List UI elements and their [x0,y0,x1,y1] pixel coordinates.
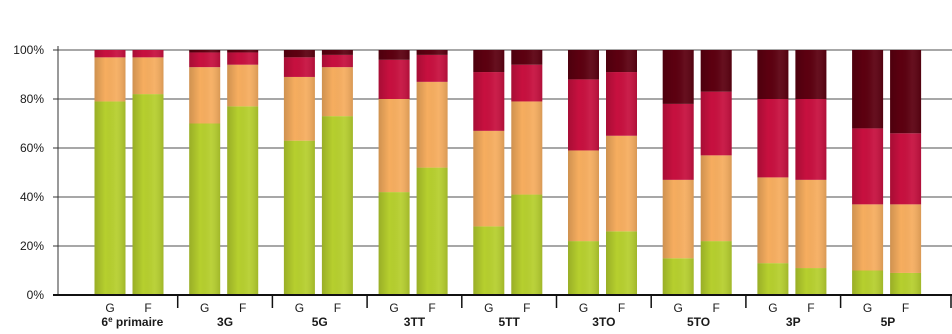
bar-shading [606,50,637,295]
group-label: 5G [312,315,328,329]
y-tick-label: 0% [27,288,45,302]
sub-category-label: G [105,301,114,315]
bar-shading [473,50,505,295]
group-label: 3TT [404,315,426,329]
sub-category-label: F [144,301,151,315]
bar-shading [227,50,259,295]
group-label: 3G [217,315,233,329]
y-tick-label: 20% [20,239,44,253]
y-axis: 0% 20% 40% 60% 80% 100% [13,43,59,302]
y-tick-label: 60% [20,141,44,155]
sub-category-label: G [674,301,683,315]
sub-category-label: F [902,301,909,315]
sub-category-label: G [863,301,872,315]
sub-category-label: G [579,301,588,315]
sub-category-label: F [523,301,530,315]
group-label: 5TT [498,315,520,329]
group-label: 3P [786,315,801,329]
bar-shading [283,50,315,295]
bar-shading [94,50,126,295]
sub-category-label: G [389,301,398,315]
y-tick-label: 40% [20,190,44,204]
bar-shading [757,50,789,295]
bar-shading [700,50,732,295]
bar-shading [568,50,599,295]
group-label: 3TO [592,315,615,329]
bar-shading [132,50,164,295]
group-label: 5TO [687,315,710,329]
bar-shading [378,50,410,295]
bar-shading [321,50,353,295]
sub-category-label: G [200,301,209,315]
y-tick-label: 100% [13,43,44,57]
sub-category-label: G [484,301,493,315]
bar-shading [416,50,448,295]
group-label: 5P [881,315,896,329]
sub-category-label: G [768,301,777,315]
bar-shading [852,50,884,295]
bar-shading [890,50,922,295]
sub-category-label: F [334,301,341,315]
sub-category-label: G [295,301,304,315]
y-tick-label: 80% [20,92,44,106]
sub-category-label: F [239,301,246,315]
bar-shading [795,50,827,295]
bar-shading [662,50,694,295]
sub-category-label: F [713,301,720,315]
bar-shading [511,50,543,295]
sub-category-label: F [807,301,814,315]
group-label: 6e primaire [101,315,163,329]
bars [94,50,922,296]
bar-shading [189,50,221,295]
sub-category-label: F [618,301,625,315]
sub-category-label: F [428,301,435,315]
